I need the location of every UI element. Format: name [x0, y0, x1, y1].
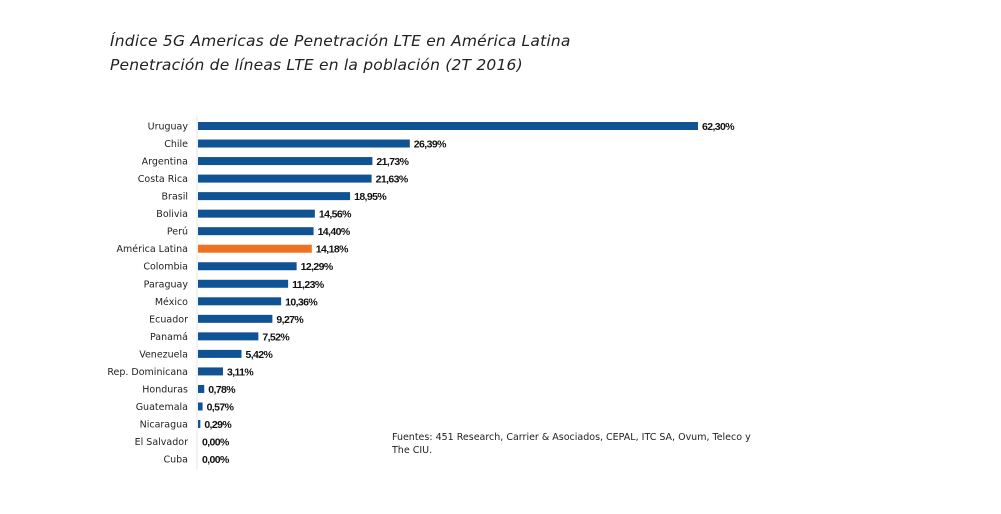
bar [198, 209, 315, 218]
bar [198, 384, 205, 393]
data-label: 18,95% [354, 191, 387, 203]
chart-title: Índice 5G Americas de Penetración LTE en… [110, 32, 571, 50]
data-label: 21,63% [376, 174, 409, 186]
category-label: Guatemala [136, 402, 188, 413]
data-label: 62,30% [702, 121, 735, 133]
category-label: América Latina [116, 244, 188, 255]
data-label: 7,52% [262, 331, 290, 343]
category-label: Ecuador [149, 314, 188, 325]
bar [198, 262, 297, 271]
data-label: 0,29% [204, 419, 232, 431]
category-label: Panamá [150, 332, 188, 343]
bar [198, 227, 314, 236]
category-label: Uruguay [148, 122, 189, 133]
data-label: 21,73% [376, 156, 409, 168]
category-label: Argentina [142, 157, 188, 168]
data-label: 10,36% [285, 296, 318, 308]
data-label: 12,29% [301, 261, 334, 273]
category-label: Chile [164, 139, 188, 150]
category-label: Paraguay [144, 279, 189, 290]
bar [198, 420, 201, 429]
category-label: Colombia [143, 262, 188, 273]
data-label: 0,57% [207, 401, 235, 413]
category-label: Nicaragua [140, 420, 188, 431]
bar [198, 314, 273, 323]
category-label: Costa Rica [138, 174, 188, 185]
bar [198, 157, 373, 166]
data-label: 26,39% [414, 139, 447, 151]
category-label: México [155, 297, 188, 308]
bar [198, 174, 372, 183]
category-label: Cuba [163, 455, 188, 466]
bar [198, 332, 259, 341]
data-label: 9,27% [276, 314, 304, 326]
data-label: 5,42% [245, 349, 273, 361]
category-label: Venezuela [139, 349, 188, 360]
data-label: 0,78% [208, 384, 236, 396]
source-note: Fuentes: 451 Research, Carrier & Asociad… [392, 432, 751, 456]
bar [198, 122, 698, 130]
data-label: 0,00% [202, 454, 230, 466]
bar [198, 192, 351, 201]
data-label: 11,23% [292, 279, 325, 291]
data-label: 14,40% [318, 226, 351, 238]
bar [198, 349, 242, 358]
bar [198, 297, 282, 306]
bar [198, 139, 410, 148]
data-label: 14,56% [319, 209, 352, 221]
category-label: Brasil [162, 192, 188, 203]
bar [198, 402, 203, 411]
bar [198, 279, 289, 288]
category-label: Perú [167, 227, 188, 238]
bar [198, 244, 312, 253]
category-label: El Salvador [135, 437, 188, 448]
data-label: 0,00% [202, 437, 230, 449]
bar [198, 367, 223, 376]
chart-subtitle: Penetración de líneas LTE en la població… [110, 56, 523, 74]
category-label: Rep. Dominicana [107, 367, 188, 378]
category-label: Bolivia [156, 209, 188, 220]
data-label: 3,11% [227, 366, 254, 378]
category-label: Honduras [142, 384, 188, 395]
data-label: 14,18% [316, 244, 349, 256]
